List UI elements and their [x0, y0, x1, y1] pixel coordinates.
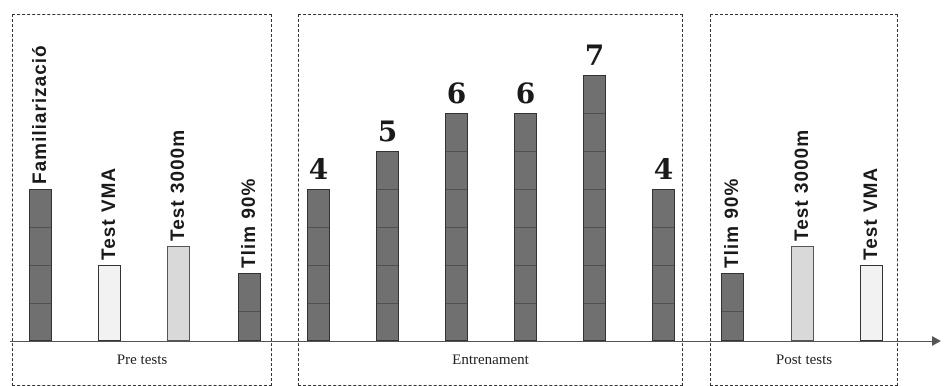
bar-1: [29, 189, 52, 341]
bar-value-label: 5: [377, 115, 398, 148]
bar-2: [98, 265, 121, 341]
bar-9: [583, 75, 606, 341]
bar-label-rotated: Tlim 90%: [239, 177, 260, 268]
bar-4: [238, 272, 261, 341]
bar-label-rotated: Test VMA: [861, 166, 882, 260]
group-label-entrenament: Entrenament: [452, 352, 529, 368]
group-label-pre-tests: Pre tests: [116, 352, 168, 368]
bar-value-label: 7: [584, 39, 605, 72]
bar-8: [514, 113, 537, 341]
bar-11: [721, 272, 744, 341]
training-diagram: Pre tests Entrenament Post tests Familia…: [10, 14, 941, 386]
bar-12: [791, 246, 814, 341]
bar-label-rotated: Test 3000m: [792, 128, 813, 241]
bar-label-rotated: Test 3000m: [168, 128, 189, 241]
bar-label-rotated: Tlim 90%: [722, 177, 743, 268]
group-box-entrenament: [298, 14, 683, 386]
bar-label-rotated: Familiarizació: [30, 44, 51, 184]
bar-label-rotated: Test VMA: [99, 166, 120, 260]
bar-value-label: 4: [308, 153, 329, 186]
bar-value-label: 4: [653, 153, 674, 186]
bar-value-label: 6: [446, 77, 467, 110]
bar-5: [307, 189, 330, 341]
bar-10: [652, 189, 675, 341]
group-label-post-tests: Post tests: [775, 352, 833, 368]
axis-arrow-icon: [932, 336, 941, 346]
bar-3: [167, 246, 190, 341]
bar-value-label: 6: [515, 77, 536, 110]
bar-6: [376, 151, 399, 341]
bar-13: [860, 265, 883, 341]
baseline-axis: [10, 341, 935, 342]
bar-7: [445, 113, 468, 341]
